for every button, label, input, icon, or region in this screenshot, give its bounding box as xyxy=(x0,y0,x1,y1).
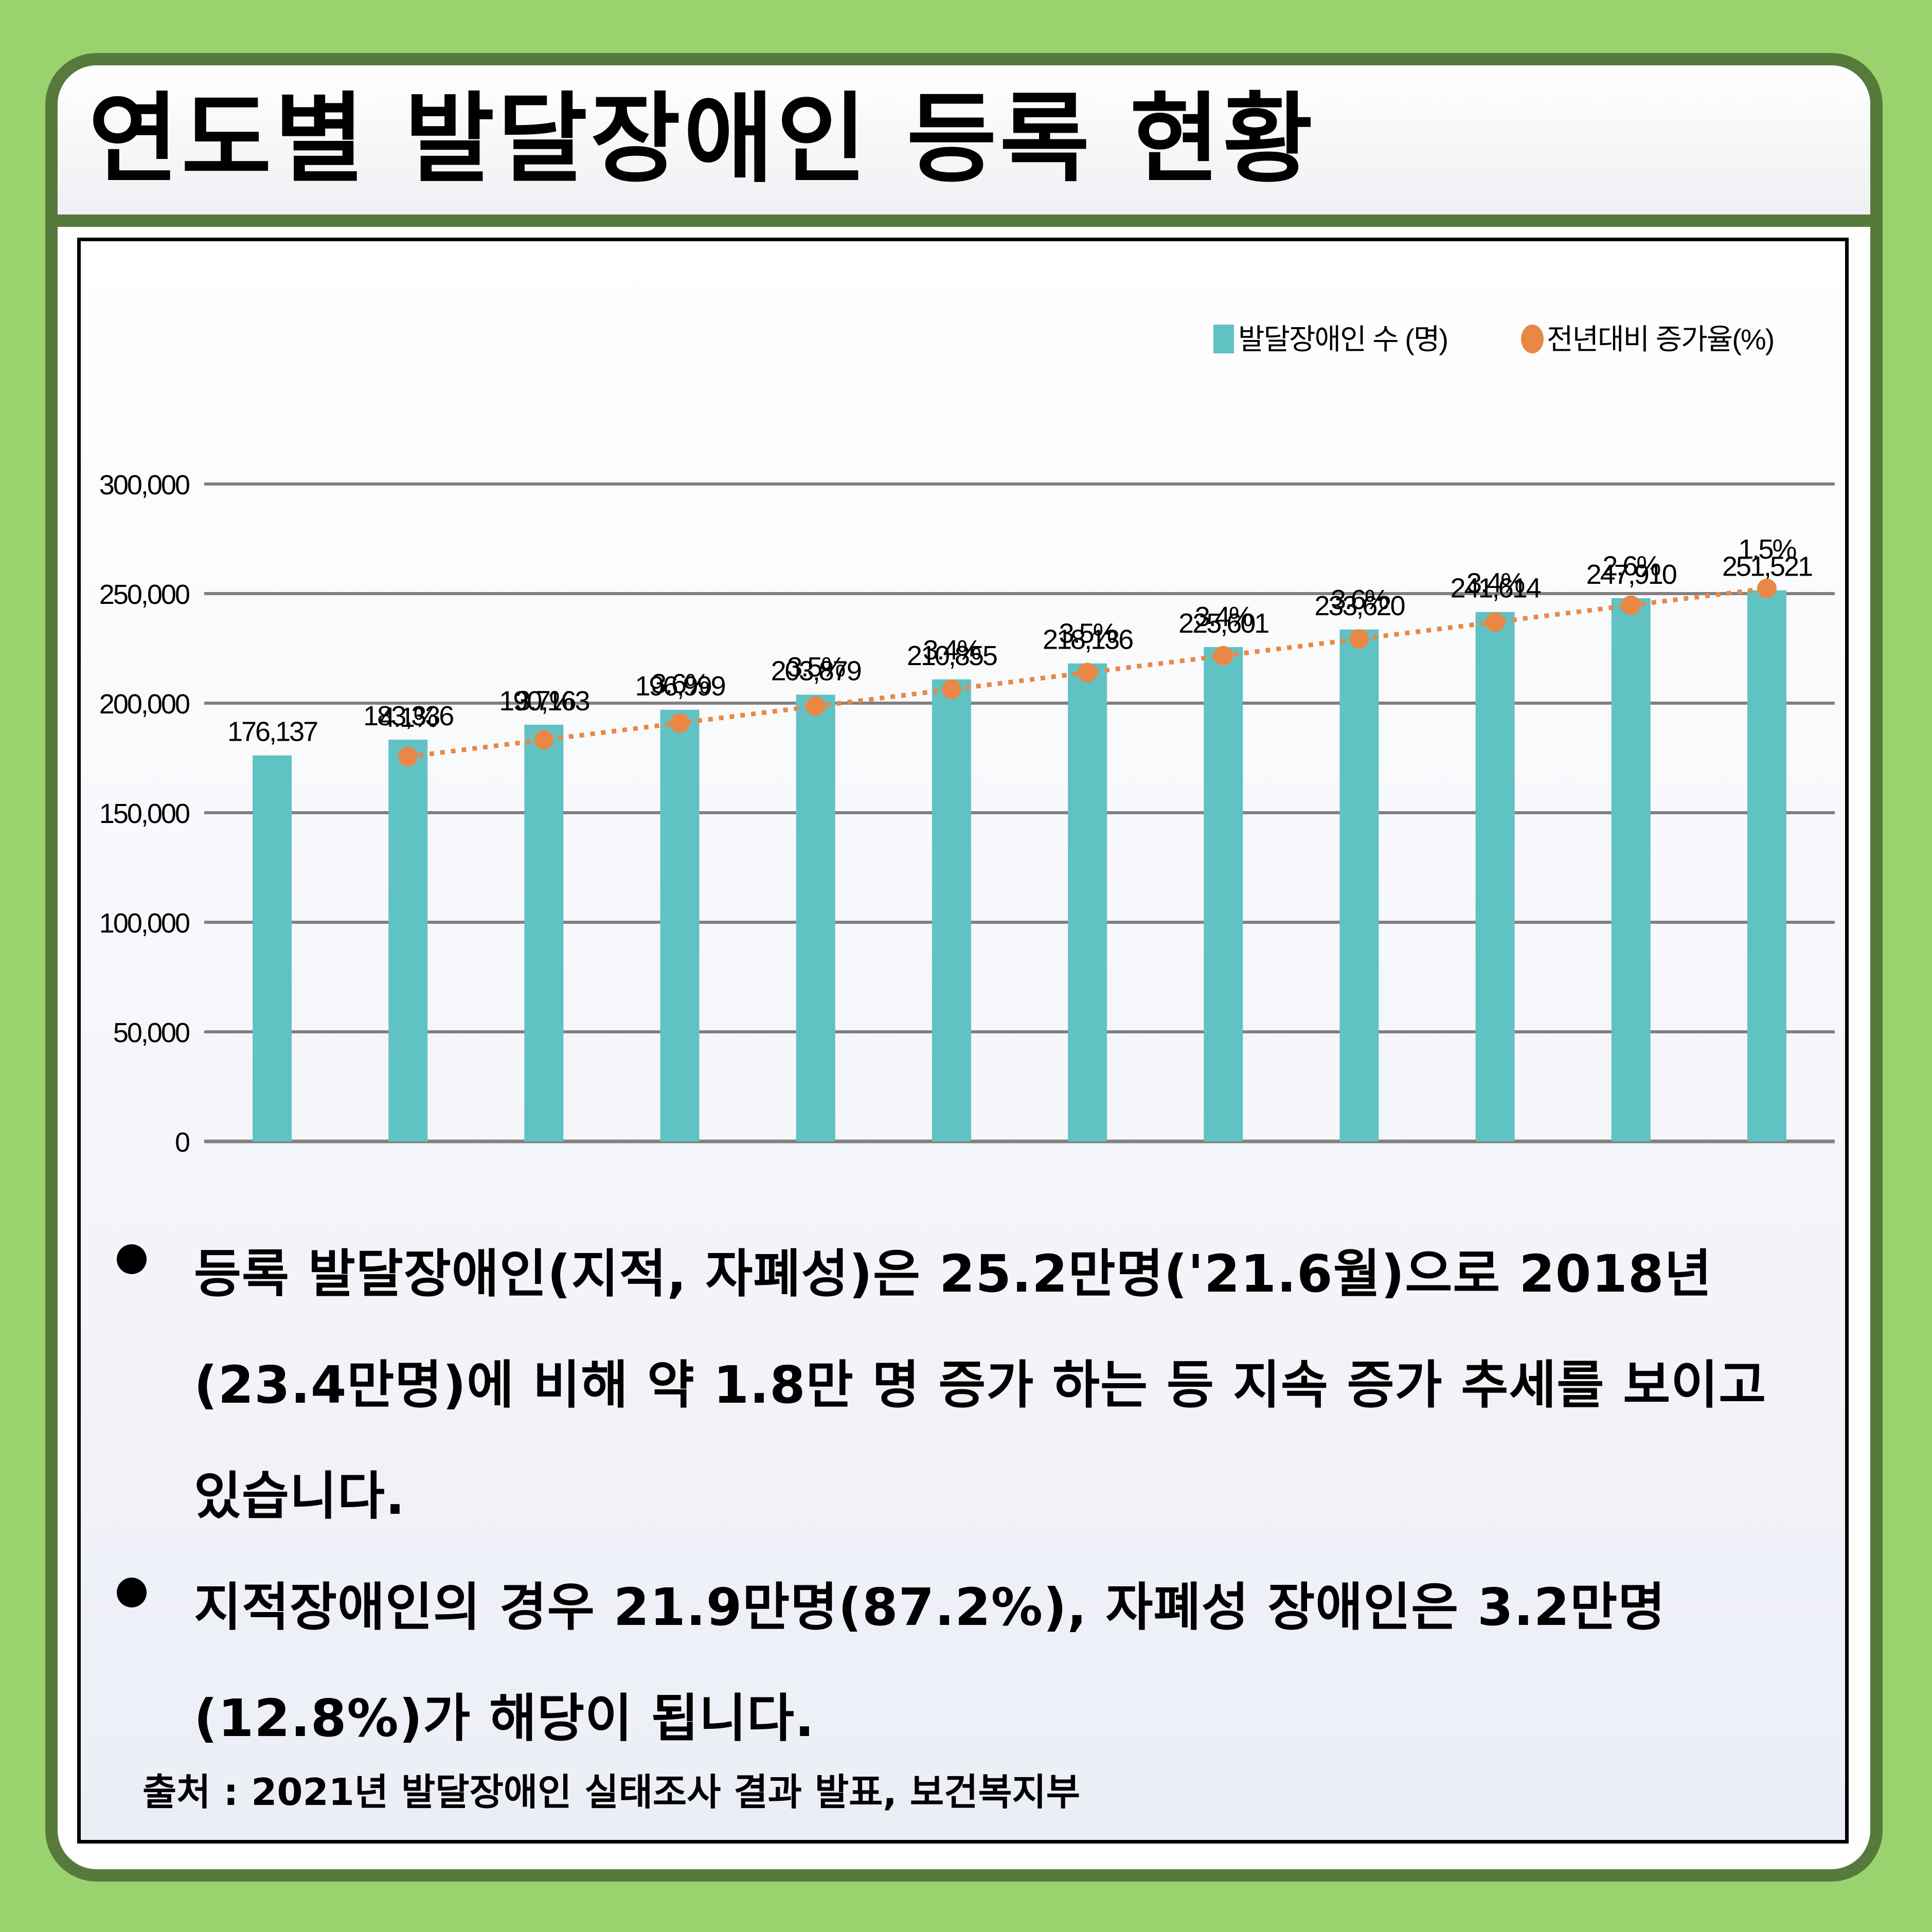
bar-value-label: 218,136 xyxy=(1043,624,1133,655)
bar xyxy=(660,709,700,1141)
chart: 0 50,000 100,000 150,000 200,000 250,000 300,0… xyxy=(99,323,1835,1193)
bullet-dot-icon xyxy=(117,1244,147,1274)
source-note: 출처 : 2021년 발달장애인 실태조사 결과 발표, 보건복지부 xyxy=(142,1770,1081,1814)
bullet-text: 등록 발달장애인(지적, 자폐성)은 25.2만명('21.6월)으로 2018… xyxy=(194,1244,1767,1526)
x-tick-label: 2011 xyxy=(378,1192,438,1193)
y-tick-label: 150,000 xyxy=(99,798,189,829)
page-title: 연도별 발달장애인 등록 현황 xyxy=(88,82,1316,196)
y-tick-label: 250,000 xyxy=(99,579,189,610)
x-tick-label: 2019 xyxy=(1464,1192,1526,1193)
y-tick-label: 100,000 xyxy=(99,908,189,939)
bullet-dot-icon xyxy=(117,1578,147,1607)
growth-rate-label: 3.4% xyxy=(923,635,981,666)
growth-rate-label: 3.6% xyxy=(651,669,709,700)
growth-rate-label: 2.6% xyxy=(1602,551,1660,582)
bar-value-label: 196,999 xyxy=(635,671,725,702)
growth-rate-point xyxy=(1485,612,1505,632)
growth-rate-point xyxy=(398,747,418,766)
growth-rate-point xyxy=(670,713,690,733)
x-tick-label: 2018 xyxy=(1328,1192,1390,1193)
bar xyxy=(932,679,971,1141)
growth-rate-label: 3.4% xyxy=(1466,567,1525,598)
x-tick-label: 2021.6 xyxy=(1724,1192,1809,1193)
growth-rate-point xyxy=(1213,646,1233,666)
y-tick-label: 200,000 xyxy=(99,689,189,720)
growth-rate-label: 4.1% xyxy=(380,702,438,733)
growth-rate-point xyxy=(1757,579,1777,598)
growth-rate-label: 3.5% xyxy=(1059,618,1117,649)
bar xyxy=(1611,598,1651,1141)
legend-label-bar: 발달장애인 수 (명) xyxy=(1238,323,1447,355)
growth-rate-label: 3.4% xyxy=(1195,601,1253,632)
legend-swatch-line xyxy=(1521,325,1544,353)
content-panel: 0 50,000 100,000 150,000 200,000 250,000 300,0… xyxy=(77,238,1849,1844)
bar-value-label: 190,163 xyxy=(499,686,589,717)
bar-value-label: 183,336 xyxy=(363,701,453,731)
bar xyxy=(388,739,428,1141)
growth-rate-label: 1.5% xyxy=(1738,534,1796,565)
y-tick-label: 0 xyxy=(175,1127,189,1158)
x-tick-label: 2010 xyxy=(241,1192,303,1193)
x-tick-label: 2017 xyxy=(1192,1192,1255,1193)
growth-rate-point xyxy=(1621,595,1641,615)
bar-value-label: 251,521 xyxy=(1722,551,1812,582)
growth-rate-point xyxy=(806,696,826,716)
x-tick-label: 2013 xyxy=(649,1192,711,1193)
bar xyxy=(253,755,292,1141)
bar xyxy=(524,724,564,1141)
growth-rate-label: 3.5% xyxy=(787,652,845,683)
growth-rate-point xyxy=(941,679,961,700)
bar-value-label: 210,855 xyxy=(907,640,997,671)
y-tick-label: 50,000 xyxy=(113,1017,189,1048)
x-tick-label: 2016 xyxy=(1057,1192,1119,1193)
bar xyxy=(1068,663,1107,1141)
bar xyxy=(1204,647,1243,1141)
legend-label-line: 전년대비 증가율(%) xyxy=(1547,323,1774,355)
growth-rate-point xyxy=(1078,663,1098,683)
growth-rate-point xyxy=(1349,629,1369,649)
bar-value-label: 225,601 xyxy=(1178,608,1268,639)
growth-rate-label: 3.6% xyxy=(1331,584,1389,615)
x-tick-label: 2015 xyxy=(920,1192,982,1193)
bullet-text: 지적장애인의 경우 21.9만명(87.2%), 자폐성 장애인은 3.2만명 … xyxy=(194,1577,1666,1748)
x-tick-label: 2014 xyxy=(784,1192,847,1193)
bar xyxy=(796,694,835,1141)
infographic-card: 연도별 발달장애인 등록 현황 0 50,000 100,000 150,000 200… xyxy=(45,53,1883,1882)
title-divider xyxy=(58,214,1870,227)
title-band: 연도별 발달장애인 등록 현황 xyxy=(58,65,1870,214)
growth-rate-label: 3.7% xyxy=(515,685,574,716)
bar xyxy=(1475,612,1515,1141)
legend-swatch-bar xyxy=(1213,325,1234,353)
y-tick-label: 300,000 xyxy=(99,470,189,500)
bar-value-label: 247,910 xyxy=(1586,559,1676,590)
bar xyxy=(1339,629,1379,1141)
bar-value-label: 203,879 xyxy=(771,655,861,686)
x-tick-label: 2012 xyxy=(513,1192,575,1193)
bar xyxy=(1747,590,1786,1141)
growth-rate-point xyxy=(534,730,554,750)
bar-value-label: 176,137 xyxy=(227,717,317,747)
bar-value-label: 233,620 xyxy=(1314,591,1404,621)
bar-value-label: 241,614 xyxy=(1450,573,1541,604)
x-tick-label: 2020 xyxy=(1600,1192,1662,1193)
